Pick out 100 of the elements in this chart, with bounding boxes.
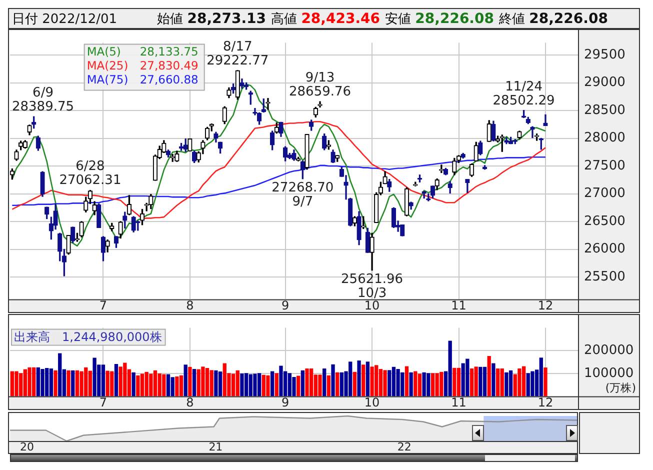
bar — [305, 368, 309, 396]
bar — [144, 372, 148, 396]
bar — [322, 368, 326, 396]
bar — [80, 371, 84, 396]
bar — [192, 368, 196, 396]
annotation: 27,660.88 — [140, 72, 198, 87]
bar — [101, 364, 106, 396]
bar — [331, 364, 335, 396]
bar — [352, 372, 357, 396]
y-tick-label: 27000 — [584, 186, 626, 202]
y-tick-label: 28500 — [584, 102, 626, 118]
bar — [414, 371, 418, 396]
text: 6/9 28389.75 — [12, 86, 74, 114]
bar — [170, 377, 174, 396]
bar — [92, 358, 96, 396]
text: 高値 28,423.46 — [271, 10, 380, 26]
bar — [75, 370, 80, 396]
bar — [300, 370, 304, 396]
bar — [71, 370, 75, 396]
bar — [274, 373, 278, 396]
text: 安値 28,226.08 — [385, 10, 494, 26]
annotation: 28,133.75 — [140, 44, 198, 59]
bar — [253, 374, 257, 396]
bar — [522, 366, 526, 396]
bar — [244, 373, 248, 396]
bar — [175, 376, 179, 396]
bar — [500, 368, 504, 396]
x-tick-label: 8 — [186, 396, 194, 410]
bar — [266, 375, 270, 396]
bar — [49, 368, 54, 396]
bar — [370, 366, 374, 396]
bar — [58, 353, 62, 396]
bar — [418, 374, 422, 396]
bar — [201, 366, 205, 396]
bar — [153, 370, 158, 396]
bar — [404, 366, 409, 396]
bar — [257, 373, 262, 396]
bar — [430, 373, 435, 396]
text: MA(25) — [86, 58, 128, 73]
y-tick-label: 26000 — [584, 242, 626, 257]
bar — [362, 364, 366, 396]
bar — [214, 370, 218, 396]
text: 日付 2022/12/01 — [12, 12, 118, 26]
text: 25621.96 10/3 — [341, 272, 404, 302]
bar — [36, 367, 40, 396]
bar — [149, 374, 153, 396]
bar — [539, 358, 543, 396]
bar — [88, 370, 92, 396]
bar — [378, 368, 383, 396]
bar — [530, 371, 534, 396]
bar — [279, 366, 283, 396]
bar — [544, 367, 548, 396]
y-tick-label: 200000 — [584, 342, 634, 358]
bar — [482, 366, 487, 396]
bar — [496, 368, 500, 396]
bar — [318, 374, 322, 396]
x-tick-label: 9 — [282, 396, 290, 410]
bar — [132, 372, 136, 396]
text: 9/13 28659.76 — [289, 70, 352, 100]
bar — [236, 370, 240, 396]
bar — [388, 370, 392, 396]
y-axis-title: (万株) — [605, 382, 636, 395]
bar — [340, 372, 344, 396]
y-tick-label: 27500 — [584, 158, 626, 174]
x-tick-label: 8 — [186, 298, 194, 313]
annotation: 27,830.49 — [140, 58, 198, 73]
text: MA(75) — [86, 72, 128, 87]
bar — [210, 370, 214, 396]
text: 27268.70 9/7 — [272, 180, 334, 210]
bar — [184, 364, 188, 396]
x-tick-label: 21 — [208, 440, 223, 454]
bar — [518, 368, 522, 396]
bar — [508, 370, 513, 396]
bar — [478, 366, 482, 396]
bar — [14, 371, 18, 396]
candlestick — [439, 164, 444, 173]
text: 8/17 29222.77 — [206, 39, 269, 68]
bar — [188, 366, 192, 396]
bar — [162, 374, 166, 396]
y-tick-label: 29500 — [584, 47, 626, 62]
bar — [326, 375, 331, 396]
bar — [231, 374, 236, 396]
bar — [504, 372, 508, 396]
bar — [166, 374, 170, 396]
bar — [492, 363, 496, 396]
bar — [136, 375, 140, 396]
text: 11/24 28502.29 — [492, 79, 555, 108]
y-tick-label: 100000 — [584, 366, 634, 381]
bar — [23, 369, 28, 396]
bar — [240, 374, 244, 396]
y-tick-label: 28000 — [584, 130, 626, 146]
x-tick-label: 9 — [282, 298, 290, 313]
text: 6/28 27062.31 — [59, 159, 122, 188]
text: 始値 28,273.13 — [157, 10, 266, 26]
bar — [292, 376, 296, 396]
bar — [487, 356, 491, 396]
bar — [179, 375, 184, 396]
bar — [106, 370, 110, 396]
x-tick-label: 7 — [99, 396, 108, 410]
text: 終値 28,226.08 — [498, 10, 608, 26]
